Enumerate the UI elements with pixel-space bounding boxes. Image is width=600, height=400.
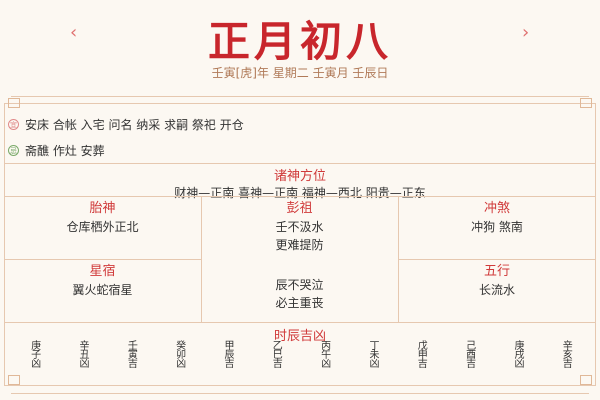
- corner-ornament: [8, 375, 20, 385]
- ji-text: 斋醮 作灶 安葬: [25, 144, 105, 158]
- corner-ornament: [580, 98, 592, 108]
- divider: [398, 259, 596, 260]
- yi-icon: 宜: [8, 119, 19, 130]
- zhushen-title: 诸神方位: [273, 169, 326, 184]
- ji-icon: 忌: [8, 145, 19, 156]
- zhushen-text: 财神—正南 喜神—正南 福神—西北 阳贵—正东: [174, 186, 426, 200]
- hour-item: 辛亥吉: [560, 340, 572, 367]
- ji-row: 忌 斋醮 作灶 安葬: [8, 142, 105, 159]
- pengzu-line: 必主重丧: [275, 296, 324, 310]
- pengzu-title: 彭祖: [286, 201, 313, 216]
- almanac-frame: [4, 103, 596, 386]
- hour-item: 丙午凶: [318, 340, 330, 367]
- hour-item: 丁未凶: [366, 340, 378, 367]
- chongsha-text: 冲狗 煞南: [471, 220, 523, 234]
- hour-item: 乙巳吉: [270, 340, 282, 367]
- taishen-text: 仓库栖外正北: [66, 220, 139, 234]
- divider: [4, 163, 596, 164]
- divider: [4, 259, 201, 260]
- divider: [4, 322, 596, 323]
- hour-item: 己酉吉: [463, 340, 475, 367]
- chongsha-cell: 冲煞 冲狗 煞南: [398, 200, 596, 236]
- yi-text: 安床 合帐 入宅 问名 纳采 求嗣 祭祀 开仓: [25, 118, 244, 132]
- hours-title-wrap: 时辰吉凶: [4, 325, 596, 344]
- hours-list: 庚子凶 辛丑凶 壬寅吉 癸卯凶 甲辰吉 乙巳吉 丙午凶 丁未凶 戊申吉 己酉吉 …: [4, 340, 596, 367]
- yi-row: 宜 安床 合帐 入宅 问名 纳采 求嗣 祭祀 开仓: [8, 116, 244, 133]
- frame-top-line: [11, 96, 589, 97]
- lunar-date-title: 正月初八: [207, 17, 392, 66]
- xingxiu-cell: 星宿 翼火蛇宿星: [4, 263, 201, 299]
- divider: [201, 196, 202, 322]
- xingxiu-title: 星宿: [89, 264, 116, 279]
- wuxing-title: 五行: [483, 264, 510, 279]
- ganzhi-subtitle: 壬寅[虎]年 星期二 壬寅月 壬辰日: [211, 66, 389, 80]
- next-day-button[interactable]: ›: [522, 22, 530, 43]
- pengzu-line: 更难提防: [275, 238, 324, 252]
- corner-ornament: [8, 98, 20, 108]
- hour-item: 庚戌凶: [511, 340, 523, 367]
- hour-item: 壬寅吉: [125, 340, 137, 367]
- hour-item: 庚子凶: [28, 340, 40, 367]
- hour-item: 癸卯凶: [173, 340, 185, 367]
- prev-day-button[interactable]: ‹: [70, 22, 78, 43]
- taishen-title: 胎神: [89, 201, 116, 216]
- pengzu-cell: 彭祖 壬不汲水 更难提防 辰不哭泣 必主重丧: [201, 200, 398, 312]
- hours-title: 时辰吉凶: [273, 329, 326, 344]
- hour-item: 甲辰吉: [221, 340, 233, 367]
- hour-item: 戊申吉: [415, 340, 427, 367]
- xingxiu-text: 翼火蛇宿星: [72, 283, 133, 297]
- wuxing-text: 长流水: [478, 283, 515, 297]
- hour-item: 辛丑凶: [76, 340, 88, 367]
- pengzu-line: 壬不汲水: [275, 220, 324, 234]
- taishen-cell: 胎神 仓库栖外正北: [4, 200, 201, 236]
- corner-ornament: [580, 375, 592, 385]
- divider: [4, 196, 596, 197]
- pengzu-line: 辰不哭泣: [275, 278, 324, 292]
- chongsha-title: 冲煞: [483, 201, 510, 216]
- frame-bottom-line: [11, 393, 589, 394]
- wuxing-cell: 五行 长流水: [398, 263, 596, 299]
